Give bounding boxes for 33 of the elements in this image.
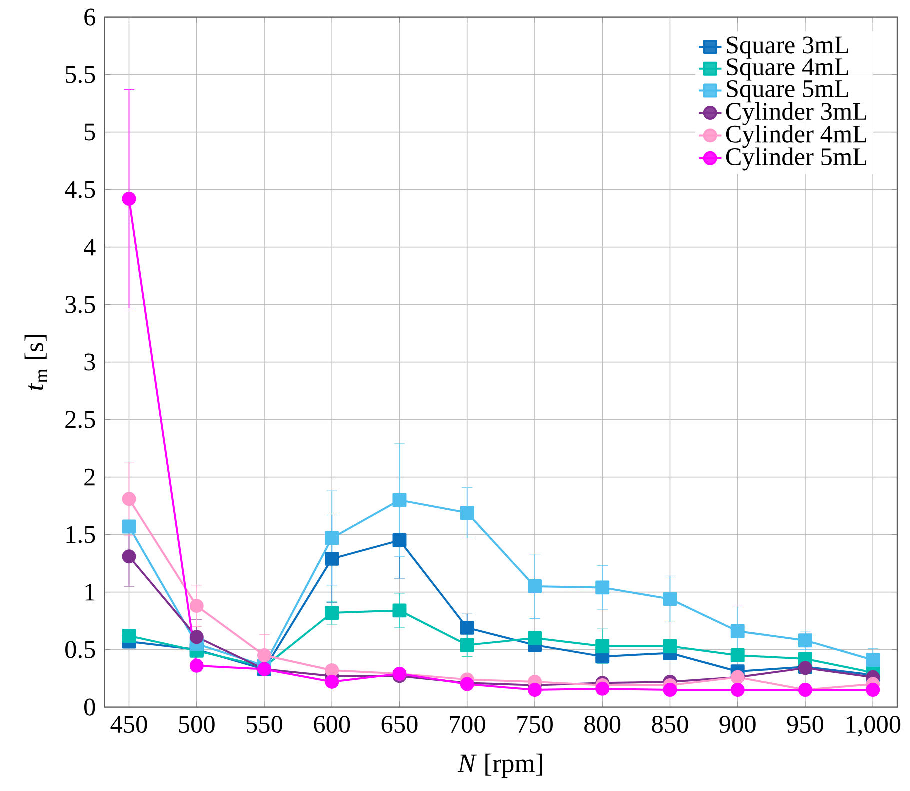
y-tick-label: 3	[84, 354, 96, 371]
y-tick-label: 6	[84, 8, 96, 26]
y-tick-label: 4	[84, 238, 96, 256]
y-tick-label: 5	[85, 124, 96, 141]
x-tick-label: 1,000	[846, 716, 901, 737]
y-tick-label: 3.5	[66, 296, 96, 314]
x-tick-label: 550	[246, 716, 282, 733]
legend-label: Square 3mL	[727, 36, 848, 59]
x-tick-label: 950	[787, 716, 824, 733]
x-tick-label: 750	[518, 716, 553, 733]
x-tick-label: 800	[584, 716, 621, 733]
y-axis-title: t$_{m}$ [s]	[24, 335, 48, 390]
x-tick-label: 600	[314, 716, 350, 733]
x-tick-label: 700	[450, 716, 486, 733]
y-tick-label: 1	[86, 584, 95, 601]
y-tick-label: 2.5	[66, 411, 96, 428]
x-tick-label: 850	[652, 716, 688, 733]
x-tick-label: 900	[720, 716, 756, 733]
legend-label: Cylinder 5mL	[726, 148, 867, 171]
legend-label: Square 4mL	[727, 58, 848, 81]
x-tick-label: 500	[179, 716, 215, 733]
y-tick-label: 2	[84, 468, 95, 486]
x-tick-label: 650	[382, 716, 418, 733]
legend-label: Cylinder 3mL	[726, 102, 867, 126]
legend-label: Cylinder 4mL	[726, 124, 867, 148]
legend-label: Square 5mL	[727, 80, 848, 103]
x-tick-label: 450	[110, 716, 148, 733]
x-axis-title: N [rpm]	[458, 754, 542, 778]
y-tick-label: 0.5	[66, 641, 96, 658]
y-tick-label: 1.5	[66, 526, 96, 544]
y-tick-label: 0	[84, 698, 96, 716]
y-tick-label: 5.5	[66, 66, 96, 84]
y-tick-label: 4.5	[65, 181, 96, 198]
